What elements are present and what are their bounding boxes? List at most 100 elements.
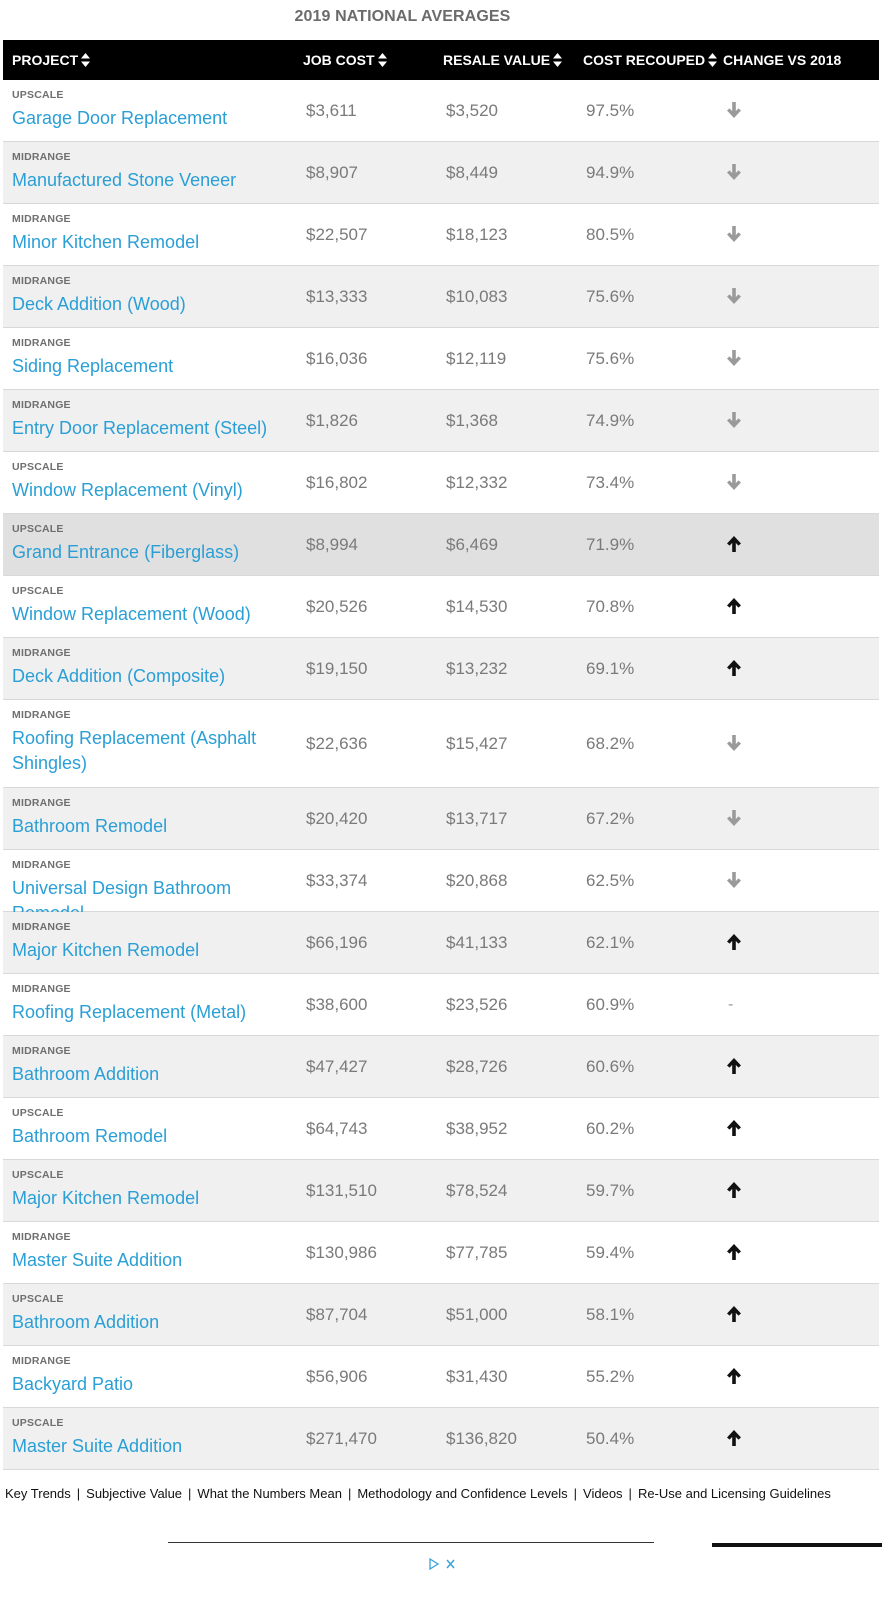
project-tier: MIDRANGE [12,275,71,287]
project-name-link[interactable]: Entry Door Replacement (Steel) [12,418,268,438]
resale-value: $20,868 [446,871,508,890]
project-name-link[interactable]: Major Kitchen Remodel [12,940,200,960]
table-row: UPSCALE Bathroom Addition $87,704 $51,000 58… [3,1284,879,1346]
table-row: MIDRANGE Deck Addition (Wood) $13,333 $10,0… [3,266,879,328]
arrow-up-icon [725,535,743,553]
arrow-down-icon [725,871,743,889]
cost-recouped-value: 60.2% [586,1119,635,1138]
project-name-link[interactable]: Manufactured Stone Veneer [12,170,237,190]
footer-link-what-the-numbers-mean[interactable]: What the Numbers Mean [197,1486,342,1501]
table-row: UPSCALE Grand Entrance (Fiberglass) $8,994… [3,514,879,576]
table-row: MIDRANGE Master Suite Addition $130,986 $77… [3,1222,879,1284]
project-tier: UPSCALE [12,1169,64,1181]
project-name-link[interactable]: Bathroom Remodel [12,1126,168,1146]
project-tier: MIDRANGE [12,859,71,871]
sort-cost-recouped-header[interactable]: COST RECOUPED [583,40,718,80]
table-row: MIDRANGE Backyard Patio $56,906 $31,430 55.2… [3,1346,879,1408]
job-cost-value: $271,470 [306,1429,377,1448]
sort-job-cost-header[interactable]: JOB COST [303,40,387,80]
project-name-link[interactable]: Siding Replacement [12,356,174,376]
table-header: PROJECT JOB COST RESALE VALUE COST RECOU… [3,40,879,80]
separator: | [573,1486,578,1501]
arrow-down-icon [725,163,743,181]
project-name-link[interactable]: Window Replacement (Wood) [12,604,251,624]
project-name-link[interactable]: Bathroom Remodel [12,816,168,836]
footer-nav: Key Trends | Subjective Value | What the Num… [5,1486,831,1501]
arrow-down-icon [725,225,743,243]
job-cost-value: $1,826 [306,411,358,430]
job-cost-value: $13,333 [306,287,368,306]
table-row: MIDRANGE Roofing Replacement (Metal) $38,6… [3,974,879,1036]
arrow-down-icon [725,473,743,491]
project-name-link[interactable]: Minor Kitchen Remodel [12,232,200,252]
project-name-link[interactable]: Backyard Patio [12,1374,134,1394]
job-cost-value: $20,526 [306,597,368,616]
table-row: MIDRANGE Roofing Replacement (Asphalt Shi… [3,700,879,788]
project-tier: UPSCALE [12,523,64,535]
cost-recouped-value: 75.6% [586,349,635,368]
resale-value: $12,332 [446,473,508,492]
job-cost-value: $16,036 [306,349,368,368]
footer-link-key-trends[interactable]: Key Trends [5,1486,71,1501]
cost-recouped-value: 58.1% [586,1305,635,1324]
resale-value: $6,469 [446,535,498,554]
table-row: UPSCALE Window Replacement (Wood) $20,526 $… [3,576,879,638]
project-name-link[interactable]: Major Kitchen Remodel [12,1188,200,1208]
table-row: UPSCALE Garage Door Replacement $3,611 $3,5… [3,80,879,142]
project-tier: UPSCALE [12,461,64,473]
project-name-link[interactable]: Window Replacement (Vinyl) [12,480,243,500]
cost-recouped-value: 80.5% [586,225,635,244]
project-name-link[interactable]: Bathroom Addition [12,1064,160,1084]
job-cost-value: $22,507 [306,225,368,244]
header-label-job-cost: JOB COST [303,52,375,68]
project-tier: MIDRANGE [12,399,71,411]
cost-recouped-value: 50.4% [586,1429,635,1448]
adchoices-icon[interactable] [429,1557,459,1575]
resale-value: $28,726 [446,1057,508,1076]
cost-recouped-value: 97.5% [586,101,635,120]
project-tier: MIDRANGE [12,151,71,163]
project-tier: MIDRANGE [12,709,71,721]
project-name-link[interactable]: Roofing Replacement (Metal) [12,1002,247,1022]
job-cost-value: $33,374 [306,871,368,890]
project-tier: MIDRANGE [12,1355,71,1367]
arrow-up-icon [725,597,743,615]
project-name-link[interactable]: Garage Door Replacement [12,108,228,128]
resale-value: $13,232 [446,659,508,678]
project-tier: MIDRANGE [12,983,71,995]
divider [712,1543,882,1547]
footer-link-subjective-value[interactable]: Subjective Value [86,1486,183,1501]
project-name-link[interactable]: Master Suite Addition [12,1250,183,1270]
project-name-link[interactable]: Grand Entrance (Fiberglass) [12,542,240,562]
footer-link-videos[interactable]: Videos [583,1486,623,1501]
table-row: MIDRANGE Deck Addition (Composite) $19,150… [3,638,879,700]
project-name-link[interactable]: Bathroom Addition [12,1312,160,1332]
no-change-indicator: - [728,996,734,1013]
separator: | [188,1486,192,1501]
project-tier: MIDRANGE [12,1045,71,1057]
header-label-project: PROJECT [12,52,79,68]
arrow-up-icon [725,1305,743,1323]
resale-value: $14,530 [446,597,508,616]
resale-value: $136,820 [446,1429,517,1448]
page-title: 2019 NATIONAL AVERAGES [294,8,511,25]
arrow-down-icon [725,411,743,429]
arrow-down-icon [725,349,743,367]
arrow-up-icon [725,659,743,677]
project-tier: UPSCALE [12,1107,64,1119]
footer-link-methodology[interactable]: Methodology and Confidence Levels [357,1486,568,1501]
project-tier: MIDRANGE [12,337,71,349]
project-name-link[interactable]: Roofing Replacement (Asphalt Shingles) [12,728,257,773]
table-body: UPSCALE Garage Door Replacement $3,611 $3,5… [3,80,879,1470]
arrow-up-icon [725,1057,743,1075]
project-name-link[interactable]: Master Suite Addition [12,1436,183,1456]
sort-project-header[interactable]: PROJECT [12,40,91,80]
footer-link-reuse-licensing[interactable]: Re-Use and Licensing Guidelines [637,1486,831,1501]
project-tier: UPSCALE [12,1293,64,1305]
project-name-link[interactable]: Deck Addition (Wood) [12,294,186,314]
job-cost-value: $38,600 [306,995,368,1014]
sort-resale-value-header[interactable]: RESALE VALUE [443,40,563,80]
project-name-link[interactable]: Deck Addition (Composite) [12,666,226,686]
resale-value: $41,133 [446,933,508,952]
resale-value: $1,368 [446,411,498,430]
